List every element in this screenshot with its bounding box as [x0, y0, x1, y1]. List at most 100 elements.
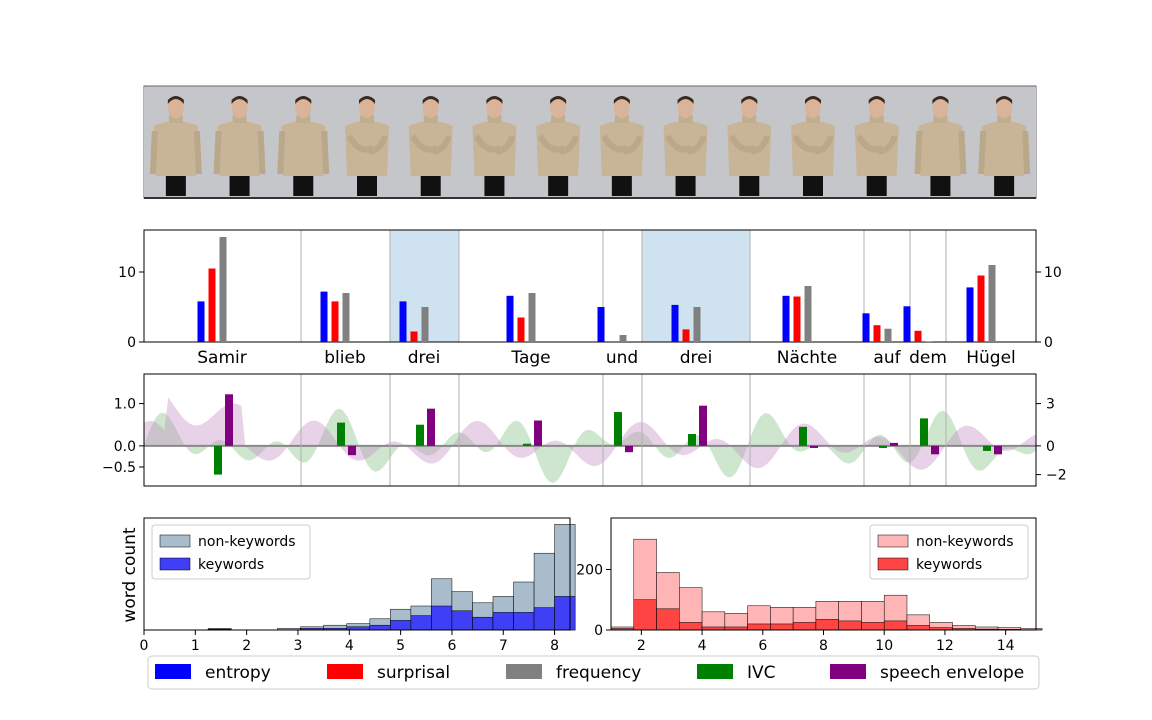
word-label: auf [873, 348, 901, 368]
person-head [550, 98, 567, 118]
person-torso [217, 121, 262, 176]
surprisal-bar [977, 275, 985, 342]
person-hair [167, 96, 184, 104]
person-arm [149, 130, 158, 175]
person-hair [231, 96, 248, 104]
person-arm [750, 135, 771, 155]
xtick-label: 10 [875, 638, 893, 654]
xtick-label: 4 [345, 638, 354, 654]
entropy-bar [320, 291, 328, 342]
person-neck [423, 115, 438, 123]
frequency-bar [619, 335, 627, 342]
person-hair [422, 96, 439, 104]
person-arm [193, 130, 202, 175]
keyword-bin [633, 599, 657, 631]
person-head [996, 98, 1013, 118]
person-neck [933, 115, 948, 123]
video-frame [844, 87, 909, 197]
person-neck [360, 115, 374, 123]
person-hair [359, 96, 375, 104]
person-legs [293, 170, 314, 196]
person-hair [805, 96, 821, 104]
legend-label: non-keywords [198, 534, 296, 550]
keyword-bin [883, 620, 908, 631]
legend-swatch [697, 664, 733, 679]
person-legs [548, 170, 569, 196]
surprisal-bar [914, 330, 922, 342]
person-hair [295, 96, 312, 104]
keyword-bin [747, 623, 771, 631]
panel-frame [143, 373, 1037, 487]
IVC-bar [688, 434, 696, 446]
entropy-bar [671, 304, 679, 342]
keyword-bin [679, 622, 703, 631]
xtick-label: 0 [140, 638, 149, 654]
person-neck [869, 115, 884, 123]
surprisal-bar [873, 325, 881, 342]
person-arm [623, 135, 643, 155]
person-legs [739, 170, 760, 196]
legend-label: keywords [198, 557, 264, 573]
ytick-label: −2 [1046, 468, 1067, 484]
speech envelope-bar [427, 408, 435, 446]
video-frame [590, 87, 654, 197]
IVC-bar [920, 418, 928, 446]
legend-box [869, 524, 1029, 580]
legend-swatch [877, 534, 909, 548]
speech envelope-bar [534, 420, 542, 446]
person-arm [213, 130, 222, 175]
video-frame [972, 87, 1036, 197]
legend-swatch [159, 557, 191, 571]
person-hair [486, 96, 503, 104]
histogram-ylabel: word count [120, 527, 140, 622]
speech envelope-bar [699, 405, 707, 446]
person-legs [420, 170, 441, 196]
person-legs [484, 170, 505, 196]
person-neck [742, 115, 757, 123]
IVC-bar [614, 412, 622, 446]
speech envelope-bar [931, 445, 939, 455]
ytick-label: 1.0 [114, 397, 136, 413]
IVC-bar [214, 445, 222, 475]
IVC-bar [983, 445, 991, 451]
person-head [677, 98, 694, 118]
lexical-features-panel: 0 0 10 10 Samir blieb drei Tage und drei Nächte auf… [118, 229, 1062, 368]
entropy-bar [597, 307, 605, 342]
surprisal-bar [331, 301, 339, 342]
person-arm [958, 130, 967, 175]
person-hair [550, 96, 567, 104]
IVC-bar [416, 424, 424, 446]
panel-frame [143, 517, 571, 631]
xtick-label: 1 [191, 638, 200, 654]
person-hair [868, 96, 885, 104]
xtick-label: 7 [499, 638, 508, 654]
word-label: blieb [324, 348, 366, 368]
speech envelope-bar [625, 445, 633, 453]
keyword-bin [369, 624, 391, 631]
xtick-label: 6 [447, 638, 456, 654]
legend-label: non-keywords [916, 534, 1014, 550]
keyword-bin [390, 620, 412, 631]
person-legs [229, 170, 250, 196]
person-arm [432, 135, 452, 155]
panel-frame [143, 229, 1037, 343]
xtick-label: 4 [698, 638, 707, 654]
person-head [167, 98, 184, 118]
word-label: und [606, 348, 638, 368]
legend-label: keywords [916, 557, 982, 573]
person-head [805, 98, 821, 118]
person-head [231, 98, 248, 118]
xtick-label: 5 [396, 638, 405, 654]
ytick-label: −0.5 [102, 460, 136, 476]
video-frame [462, 87, 527, 197]
person-neck [678, 115, 693, 123]
person-head [932, 98, 949, 118]
person-arm [1022, 130, 1031, 175]
xtick-label: 14 [997, 638, 1015, 654]
video-frame [335, 87, 399, 197]
person-neck [296, 115, 311, 123]
legend-box [151, 524, 311, 580]
person-legs [675, 170, 696, 196]
speech envelope-bar [348, 445, 356, 456]
